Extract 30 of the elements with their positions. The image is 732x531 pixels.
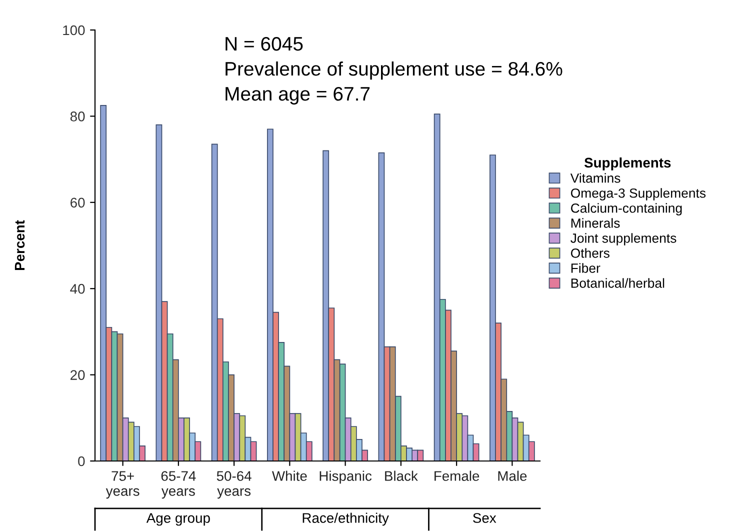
y-tick-label: 0 <box>78 456 85 466</box>
legend-label: Others <box>570 248 610 258</box>
annotation: Prevalence of supplement use = 84.6% <box>226 61 562 80</box>
y-tick-label: 20 <box>70 370 85 380</box>
legend-label: Vitamins <box>570 173 620 183</box>
x-tick-label: Hispanic <box>320 470 372 484</box>
y-tick-label: 40 <box>70 284 85 294</box>
legend-label: Joint supplements <box>570 233 676 246</box>
text: Age group <box>146 513 210 526</box>
y-tick-label: 100 <box>63 25 85 36</box>
x-tick-label: Female <box>434 470 480 481</box>
y-tick-label: 80 <box>70 112 85 122</box>
legend-label: Omega-3 Supplements <box>570 188 706 200</box>
y-tick-label: 60 <box>70 198 85 208</box>
legend-label: Botanical/herbal <box>571 278 664 288</box>
annotation: Mean age = 67.7 <box>226 86 370 105</box>
x-tick-label: 75+ years <box>106 471 140 499</box>
x-tick-label: Black <box>385 470 418 481</box>
y-axis-title: Percent <box>14 220 25 270</box>
legend-title: Supplements <box>584 157 671 170</box>
legend-label: Minerals <box>571 218 620 228</box>
x-tick-label: Male <box>498 470 527 481</box>
annotation: N = 6045 <box>226 36 303 51</box>
text: Race/ethnicity <box>302 512 389 526</box>
text: Sex <box>473 513 496 523</box>
x-tick-label: White <box>272 470 307 481</box>
x-tick-label: 50-64 years <box>216 471 252 499</box>
x-tick-label: 65-74 years <box>161 471 196 499</box>
legend-label: Calcium-containing <box>571 203 682 216</box>
legend-label: Fiber <box>571 263 600 273</box>
